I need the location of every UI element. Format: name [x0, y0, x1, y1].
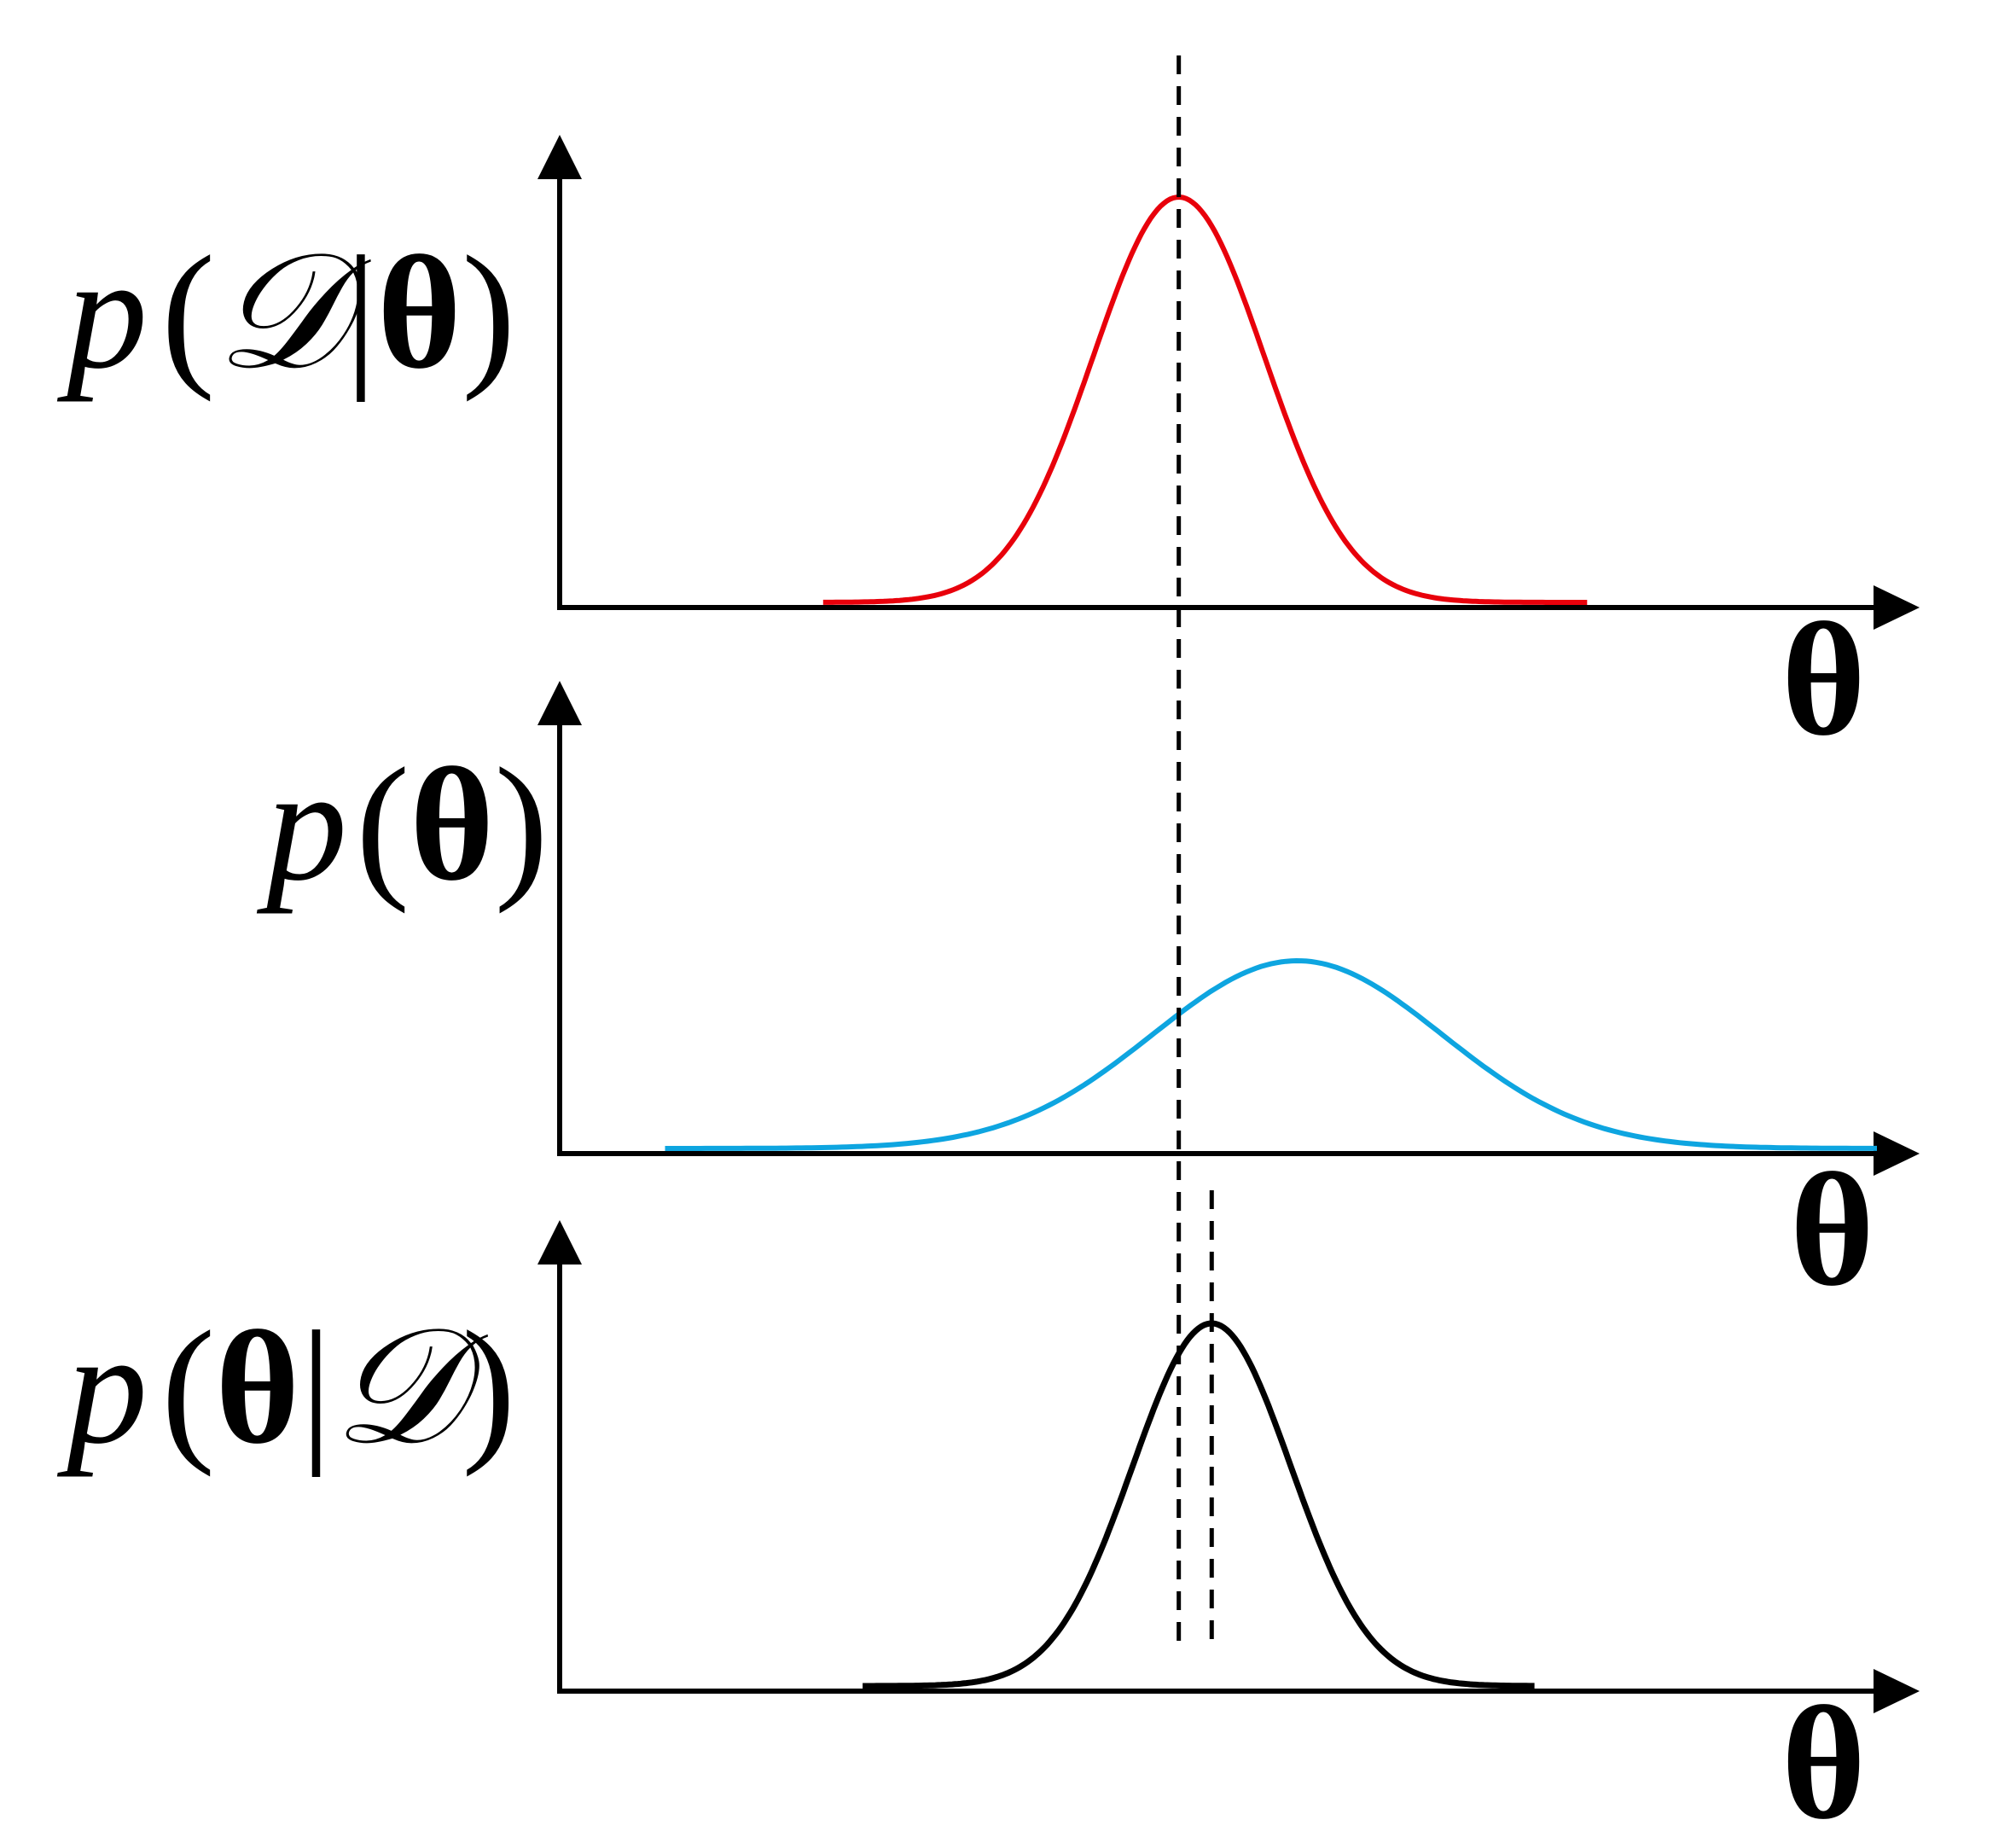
prior-x-arrow — [1874, 1131, 1920, 1176]
label-p: p — [56, 1299, 148, 1478]
label-open-paren: ( — [356, 735, 410, 915]
likelihood-y-arrow — [537, 135, 582, 179]
prior-y-label: p(θ) — [256, 735, 549, 915]
prior-curve — [665, 957, 1877, 1151]
label-theta: θ — [410, 735, 494, 915]
label-theta: θ — [377, 224, 462, 403]
likelihood-x-label: θ — [1781, 590, 1866, 770]
prior-panel: p(θ) θ — [256, 681, 1920, 1320]
posterior-x-arrow — [1874, 1669, 1920, 1713]
prior-y-arrow — [537, 681, 582, 725]
label-p: p — [256, 735, 347, 915]
label-open-paren: ( — [161, 224, 215, 403]
posterior-panel: p(θ|𝒟) θ — [56, 1220, 1920, 1843]
likelihood-curve — [822, 194, 1588, 605]
label-bar: | — [345, 224, 377, 403]
label-close-paren: ) — [462, 224, 515, 403]
likelihood-x-arrow — [1874, 585, 1920, 630]
posterior-x-label: θ — [1781, 1674, 1866, 1843]
posterior-y-label: p(θ|𝒟) — [56, 1299, 515, 1478]
label-p: p — [56, 224, 148, 403]
label-close-paren: ) — [494, 735, 548, 915]
label-theta: θ — [215, 1299, 299, 1478]
label-bar: | — [299, 1299, 332, 1478]
posterior-curve — [863, 1320, 1535, 1689]
label-close-paren: ) — [462, 1299, 515, 1478]
likelihood-y-label: p(𝒟|θ) — [56, 224, 515, 403]
label-open-paren: ( — [161, 1299, 215, 1478]
likelihood-panel: p(𝒟|θ) θ — [56, 135, 1920, 770]
posterior-y-arrow — [537, 1220, 582, 1265]
prior-x-label: θ — [1790, 1141, 1874, 1320]
